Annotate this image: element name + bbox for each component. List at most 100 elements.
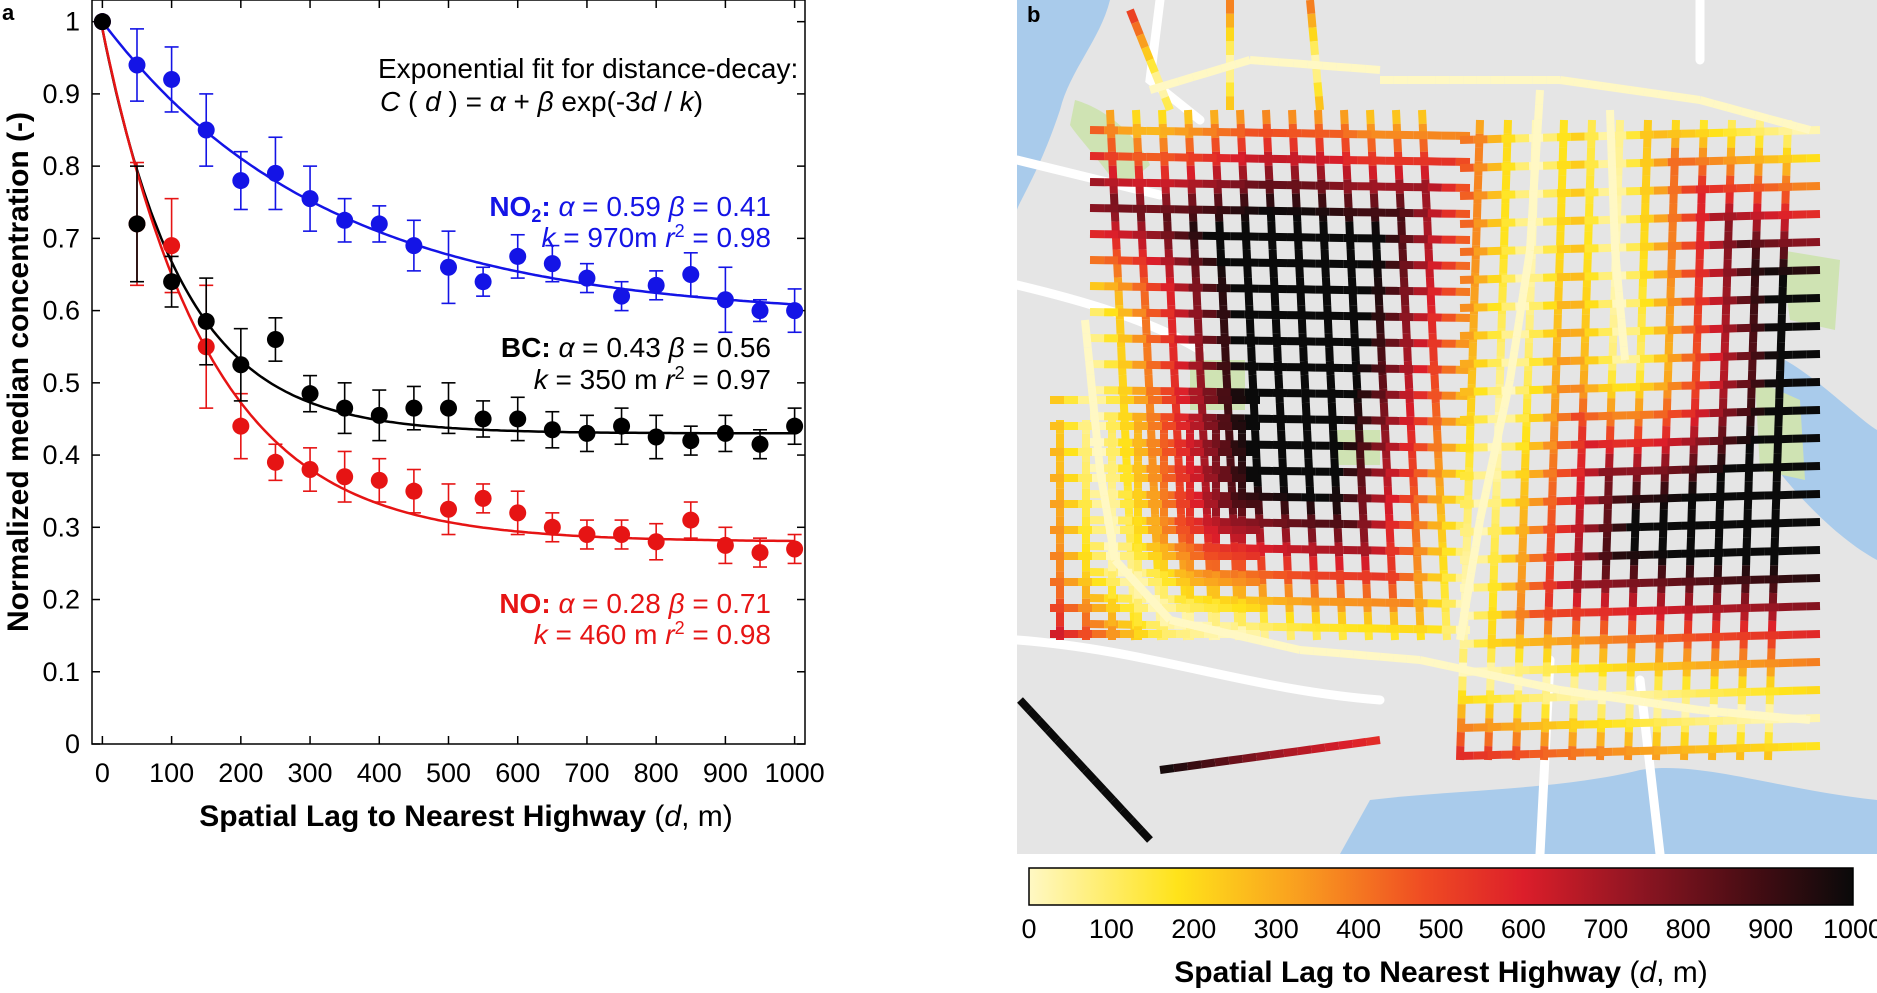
street-segment: [1248, 374, 1258, 390]
street-segment: [1236, 109, 1245, 125]
street-segment: [1308, 27, 1318, 42]
street-segment: [1245, 319, 1255, 334]
street-segment: [1082, 767, 1098, 783]
street-segment: [1362, 584, 1371, 599]
street-segment: [1130, 577, 1146, 593]
street-segment: [1341, 137, 1350, 153]
street-segment: [1126, 8, 1139, 24]
panel-b-label: b: [1027, 2, 1040, 27]
street-segment: [1740, 107, 1757, 119]
street-segment: [1613, 175, 1623, 190]
no2-data-point: [751, 302, 769, 320]
street-segment: [1404, 374, 1414, 390]
x-tick-label: 800: [634, 758, 679, 788]
street-segment: [1148, 81, 1166, 94]
street-segment: [1782, 713, 1797, 723]
street-segment: [1351, 737, 1367, 748]
bc-data-point: [197, 312, 215, 330]
street-segment: [1324, 741, 1340, 752]
street-segment: [1482, 477, 1493, 493]
street-segment: [1165, 263, 1174, 278]
street-segment: [1708, 732, 1717, 747]
street-segment: [1633, 453, 1642, 468]
street-segment: [1582, 286, 1591, 302]
street-segment: [1106, 533, 1117, 548]
street-segment: [1026, 707, 1042, 723]
street-segment: [1232, 584, 1241, 599]
street-segment: [1166, 291, 1176, 306]
colorbar-tick-label: 700: [1583, 914, 1628, 944]
street-segment: [1533, 118, 1543, 134]
street-segment: [1083, 346, 1094, 362]
street-segment: [1433, 430, 1442, 445]
street-segment: [1415, 611, 1425, 627]
street-segment: [1200, 758, 1216, 769]
street-segment: [1530, 162, 1540, 178]
street-segment: [1726, 103, 1743, 116]
street-segment: [1615, 694, 1631, 704]
street-segment: [1767, 114, 1784, 127]
street-segment: [1310, 584, 1319, 599]
y-tick-label: 0.9: [42, 79, 80, 109]
street-segment: [1325, 346, 1334, 362]
street-segment: [1312, 647, 1328, 657]
street-segment: [1094, 455, 1104, 471]
street-segment: [1089, 401, 1099, 416]
no-data-point: [405, 482, 423, 500]
street-segment: [1781, 118, 1798, 131]
street-segment: [1606, 109, 1615, 125]
street-segment: [1515, 648, 1524, 663]
street-segment: [1459, 648, 1468, 663]
street-segment: [1300, 374, 1310, 390]
street-segment: [1278, 58, 1294, 68]
no2-data-point: [370, 215, 388, 233]
street-segment: [1336, 62, 1352, 72]
street-segment: [1727, 708, 1742, 718]
bc-data-point: [543, 421, 561, 439]
street-segment: [1273, 640, 1288, 651]
street-segment: [1221, 346, 1230, 362]
no-data-point: [163, 237, 181, 255]
bc-data-point: [509, 410, 527, 428]
street-segment: [1571, 648, 1580, 663]
street-segment: [1186, 760, 1202, 771]
street-segment: [1307, 60, 1323, 70]
street-segment: [1638, 286, 1647, 302]
street-segment: [1615, 84, 1631, 94]
street-segment: [1485, 463, 1496, 479]
street-segment: [1475, 668, 1491, 679]
street-segment: [1139, 587, 1155, 603]
street-segment: [1420, 165, 1430, 180]
street-segment: [1187, 193, 1197, 208]
no2-fit-params: NO2: α = 0.59 β = 0.41 k = 970m r2 = 0.9…: [489, 191, 771, 253]
street-segment: [1545, 683, 1561, 694]
street-segment: [1299, 346, 1308, 362]
river-northwest: [1017, 0, 1110, 210]
y-tick-label: 1: [65, 7, 80, 37]
street-segment: [1531, 147, 1541, 163]
street-segment: [1602, 537, 1611, 552]
street-segment: [1317, 193, 1327, 208]
street-segment: [1381, 430, 1390, 445]
street-segment: [1193, 319, 1203, 334]
no-params-line2: k = 460 m r2 = 0.98: [534, 618, 771, 650]
street-segment: [1534, 104, 1544, 120]
colorbar: [1028, 867, 1854, 906]
no-data-point: [336, 468, 354, 486]
street-segment: [1359, 528, 1369, 543]
street-segment: [1689, 453, 1698, 468]
bc-data-point: [232, 356, 250, 374]
street-segment: [1458, 612, 1469, 628]
street-segment: [1517, 677, 1533, 688]
street-segment: [1212, 165, 1222, 180]
no-data-point: [440, 500, 457, 518]
street-segment: [1218, 291, 1228, 306]
colorbar-tick-label: 900: [1748, 914, 1793, 944]
street-segment: [1286, 643, 1301, 654]
street-segment: [1469, 546, 1480, 561]
street-segment: [1554, 286, 1563, 302]
street-segment: [1195, 622, 1210, 633]
no-data-point: [786, 540, 804, 558]
street-segment: [1518, 537, 1527, 552]
street-segment: [1342, 165, 1352, 180]
